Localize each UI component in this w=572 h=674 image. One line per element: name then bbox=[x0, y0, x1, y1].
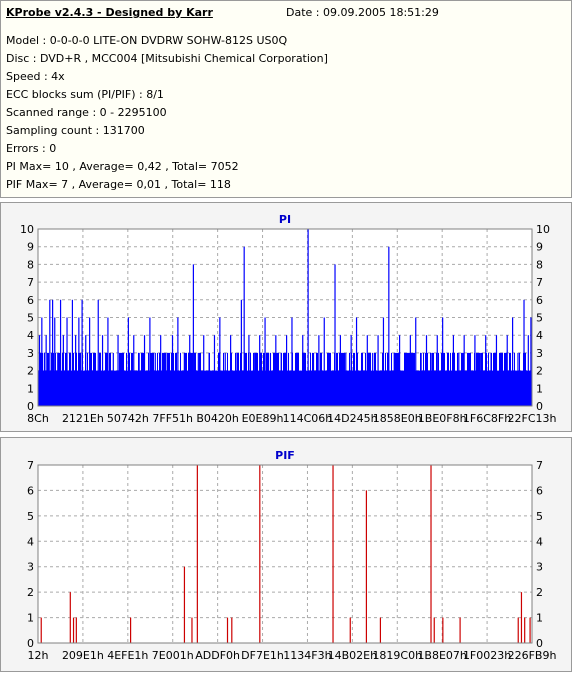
pi-ytick-right: 0 bbox=[536, 400, 543, 413]
pi-ytick-left: 0 bbox=[27, 400, 34, 413]
pi-ytick-left: 9 bbox=[27, 241, 34, 254]
pi-xtick-label: 50742h bbox=[107, 412, 149, 425]
info-speed: Speed : 4x bbox=[6, 70, 65, 83]
pif-xtick-label: DF7E1h bbox=[241, 649, 284, 662]
info-sampling: Sampling count : 131700 bbox=[6, 124, 145, 137]
pi-ytick-left: 2 bbox=[27, 365, 34, 378]
pi-ytick-right: 9 bbox=[536, 241, 543, 254]
scan-date: Date : 09.09.2005 18:51:29 bbox=[286, 6, 439, 19]
pif-ytick-left: 4 bbox=[27, 535, 34, 548]
info-pif-stats: PIF Max= 7 , Average= 0,01 , Total= 118 bbox=[6, 178, 231, 191]
pi-ytick-left: 3 bbox=[27, 347, 34, 360]
pi-ytick-left: 6 bbox=[27, 294, 34, 307]
pif-xtick-label: ADDF0h bbox=[195, 649, 240, 662]
pi-chart-panel: PI 0 0 1 1 2 2 3 3 4 4 5 5 6 6 7 7 8 8 9 9 10 10 8Ch 2121Eh 50742… bbox=[0, 202, 572, 432]
pi-ytick-left: 7 bbox=[27, 276, 34, 289]
pif-ytick-right: 2 bbox=[536, 586, 543, 599]
pi-ytick-left: 5 bbox=[27, 312, 34, 325]
pi-ytick-left: 4 bbox=[27, 329, 34, 342]
pif-ytick-right: 6 bbox=[536, 484, 543, 497]
pif-ytick-left: 1 bbox=[27, 612, 34, 625]
pi-ytick-right: 6 bbox=[536, 294, 543, 307]
pi-xtick-label: 7FF51h bbox=[152, 412, 193, 425]
pif-xtick-label: 226FB9h bbox=[508, 649, 557, 662]
pif-xtick-label: 7E001h bbox=[152, 649, 194, 662]
info-errors: Errors : 0 bbox=[6, 142, 57, 155]
pif-xtick-label: 14B02Eh bbox=[328, 649, 377, 662]
pif-ytick-left: 7 bbox=[27, 459, 34, 472]
pi-ytick-left: 1 bbox=[27, 382, 34, 395]
pi-plot-border bbox=[37, 228, 533, 407]
pif-xtick-label: 209E1h bbox=[62, 649, 104, 662]
pi-xtick-label: 1BE0F8h bbox=[418, 412, 467, 425]
pi-ytick-right: 1 bbox=[536, 382, 543, 395]
pi-ytick-right: 8 bbox=[536, 258, 543, 271]
pi-ytick-left: 10 bbox=[20, 223, 34, 236]
pif-ytick-left: 2 bbox=[27, 586, 34, 599]
app-title: KProbe v2.4.3 - Designed by Karr bbox=[6, 6, 213, 19]
pi-ytick-right: 7 bbox=[536, 276, 543, 289]
info-disc: Disc : DVD+R , MCC004 [Mitsubishi Chemic… bbox=[6, 52, 328, 65]
pi-xtick-label: 2121Eh bbox=[62, 412, 104, 425]
pif-plot-border bbox=[37, 464, 533, 644]
pif-ytick-left: 6 bbox=[27, 484, 34, 497]
info-ecc: ECC blocks sum (PI/PIF) : 8/1 bbox=[6, 88, 164, 101]
pif-ytick-right: 5 bbox=[536, 510, 543, 523]
pif-ytick-right: 0 bbox=[536, 637, 543, 650]
pi-ytick-right: 4 bbox=[536, 329, 543, 342]
pi-ytick-right: 2 bbox=[536, 365, 543, 378]
pi-xtick-label: B0420h bbox=[196, 412, 239, 425]
pi-xtick-label: 1858E0h bbox=[373, 412, 422, 425]
pi-xtick-label: 114C06h bbox=[283, 412, 333, 425]
pif-ytick-left: 5 bbox=[27, 510, 34, 523]
pif-chart-panel: PIF 0 0 1 1 2 2 3 3 4 4 5 5 6 6 7 7 12h 209E1h 4EFE1h 7E001h… bbox=[0, 437, 572, 672]
pi-xtick-label: E0E89h bbox=[242, 412, 284, 425]
pif-ytick-right: 1 bbox=[536, 612, 543, 625]
pif-ytick-right: 3 bbox=[536, 561, 543, 574]
pi-ytick-right: 10 bbox=[536, 223, 550, 236]
pi-ytick-right: 3 bbox=[536, 347, 543, 360]
pif-chart: PIF 0 0 1 1 2 2 3 3 4 4 5 5 6 6 7 7 12h 209E1h 4EFE1h 7E001h… bbox=[27, 449, 557, 662]
pif-xtick-label: 1134F3h bbox=[283, 649, 331, 662]
pif-xtick-label: 12h bbox=[28, 649, 49, 662]
info-range: Scanned range : 0 - 2295100 bbox=[6, 106, 167, 119]
pif-xtick-label: 4EFE1h bbox=[107, 649, 148, 662]
pi-chart-title: PI bbox=[279, 213, 291, 226]
info-model: Model : 0-0-0-0 LITE-ON DVDRW SOHW-812S … bbox=[6, 34, 288, 47]
pif-xtick-label: 1F0023h bbox=[463, 649, 511, 662]
pi-chart: PI 0 0 1 1 2 2 3 3 4 4 5 5 6 6 7 7 8 8 9 9 10 10 8Ch 2121Eh 50742… bbox=[20, 213, 557, 425]
pi-xtick-label: 8Ch bbox=[27, 412, 49, 425]
pif-ytick-left: 3 bbox=[27, 561, 34, 574]
pif-xtick-label: 1B8E07h bbox=[417, 649, 466, 662]
pif-xtick-label: 1819C0h bbox=[372, 649, 422, 662]
pi-xtick-label: 1F6C8Fh bbox=[463, 412, 511, 425]
pif-chart-title: PIF bbox=[275, 449, 295, 462]
pi-xtick-label: 14D245h bbox=[327, 412, 377, 425]
pi-ytick-right: 5 bbox=[536, 312, 543, 325]
pif-plot-area bbox=[38, 465, 532, 643]
pif-ytick-left: 0 bbox=[27, 637, 34, 650]
pi-xtick-label: 22FC13h bbox=[508, 412, 557, 425]
pif-ytick-right: 7 bbox=[536, 459, 543, 472]
pi-ytick-left: 8 bbox=[27, 258, 34, 271]
info-panel: KProbe v2.4.3 - Designed by Karr Date : … bbox=[0, 0, 572, 198]
pif-ytick-right: 4 bbox=[536, 535, 543, 548]
info-pi-stats: PI Max= 10 , Average= 0,42 , Total= 7052 bbox=[6, 160, 239, 173]
